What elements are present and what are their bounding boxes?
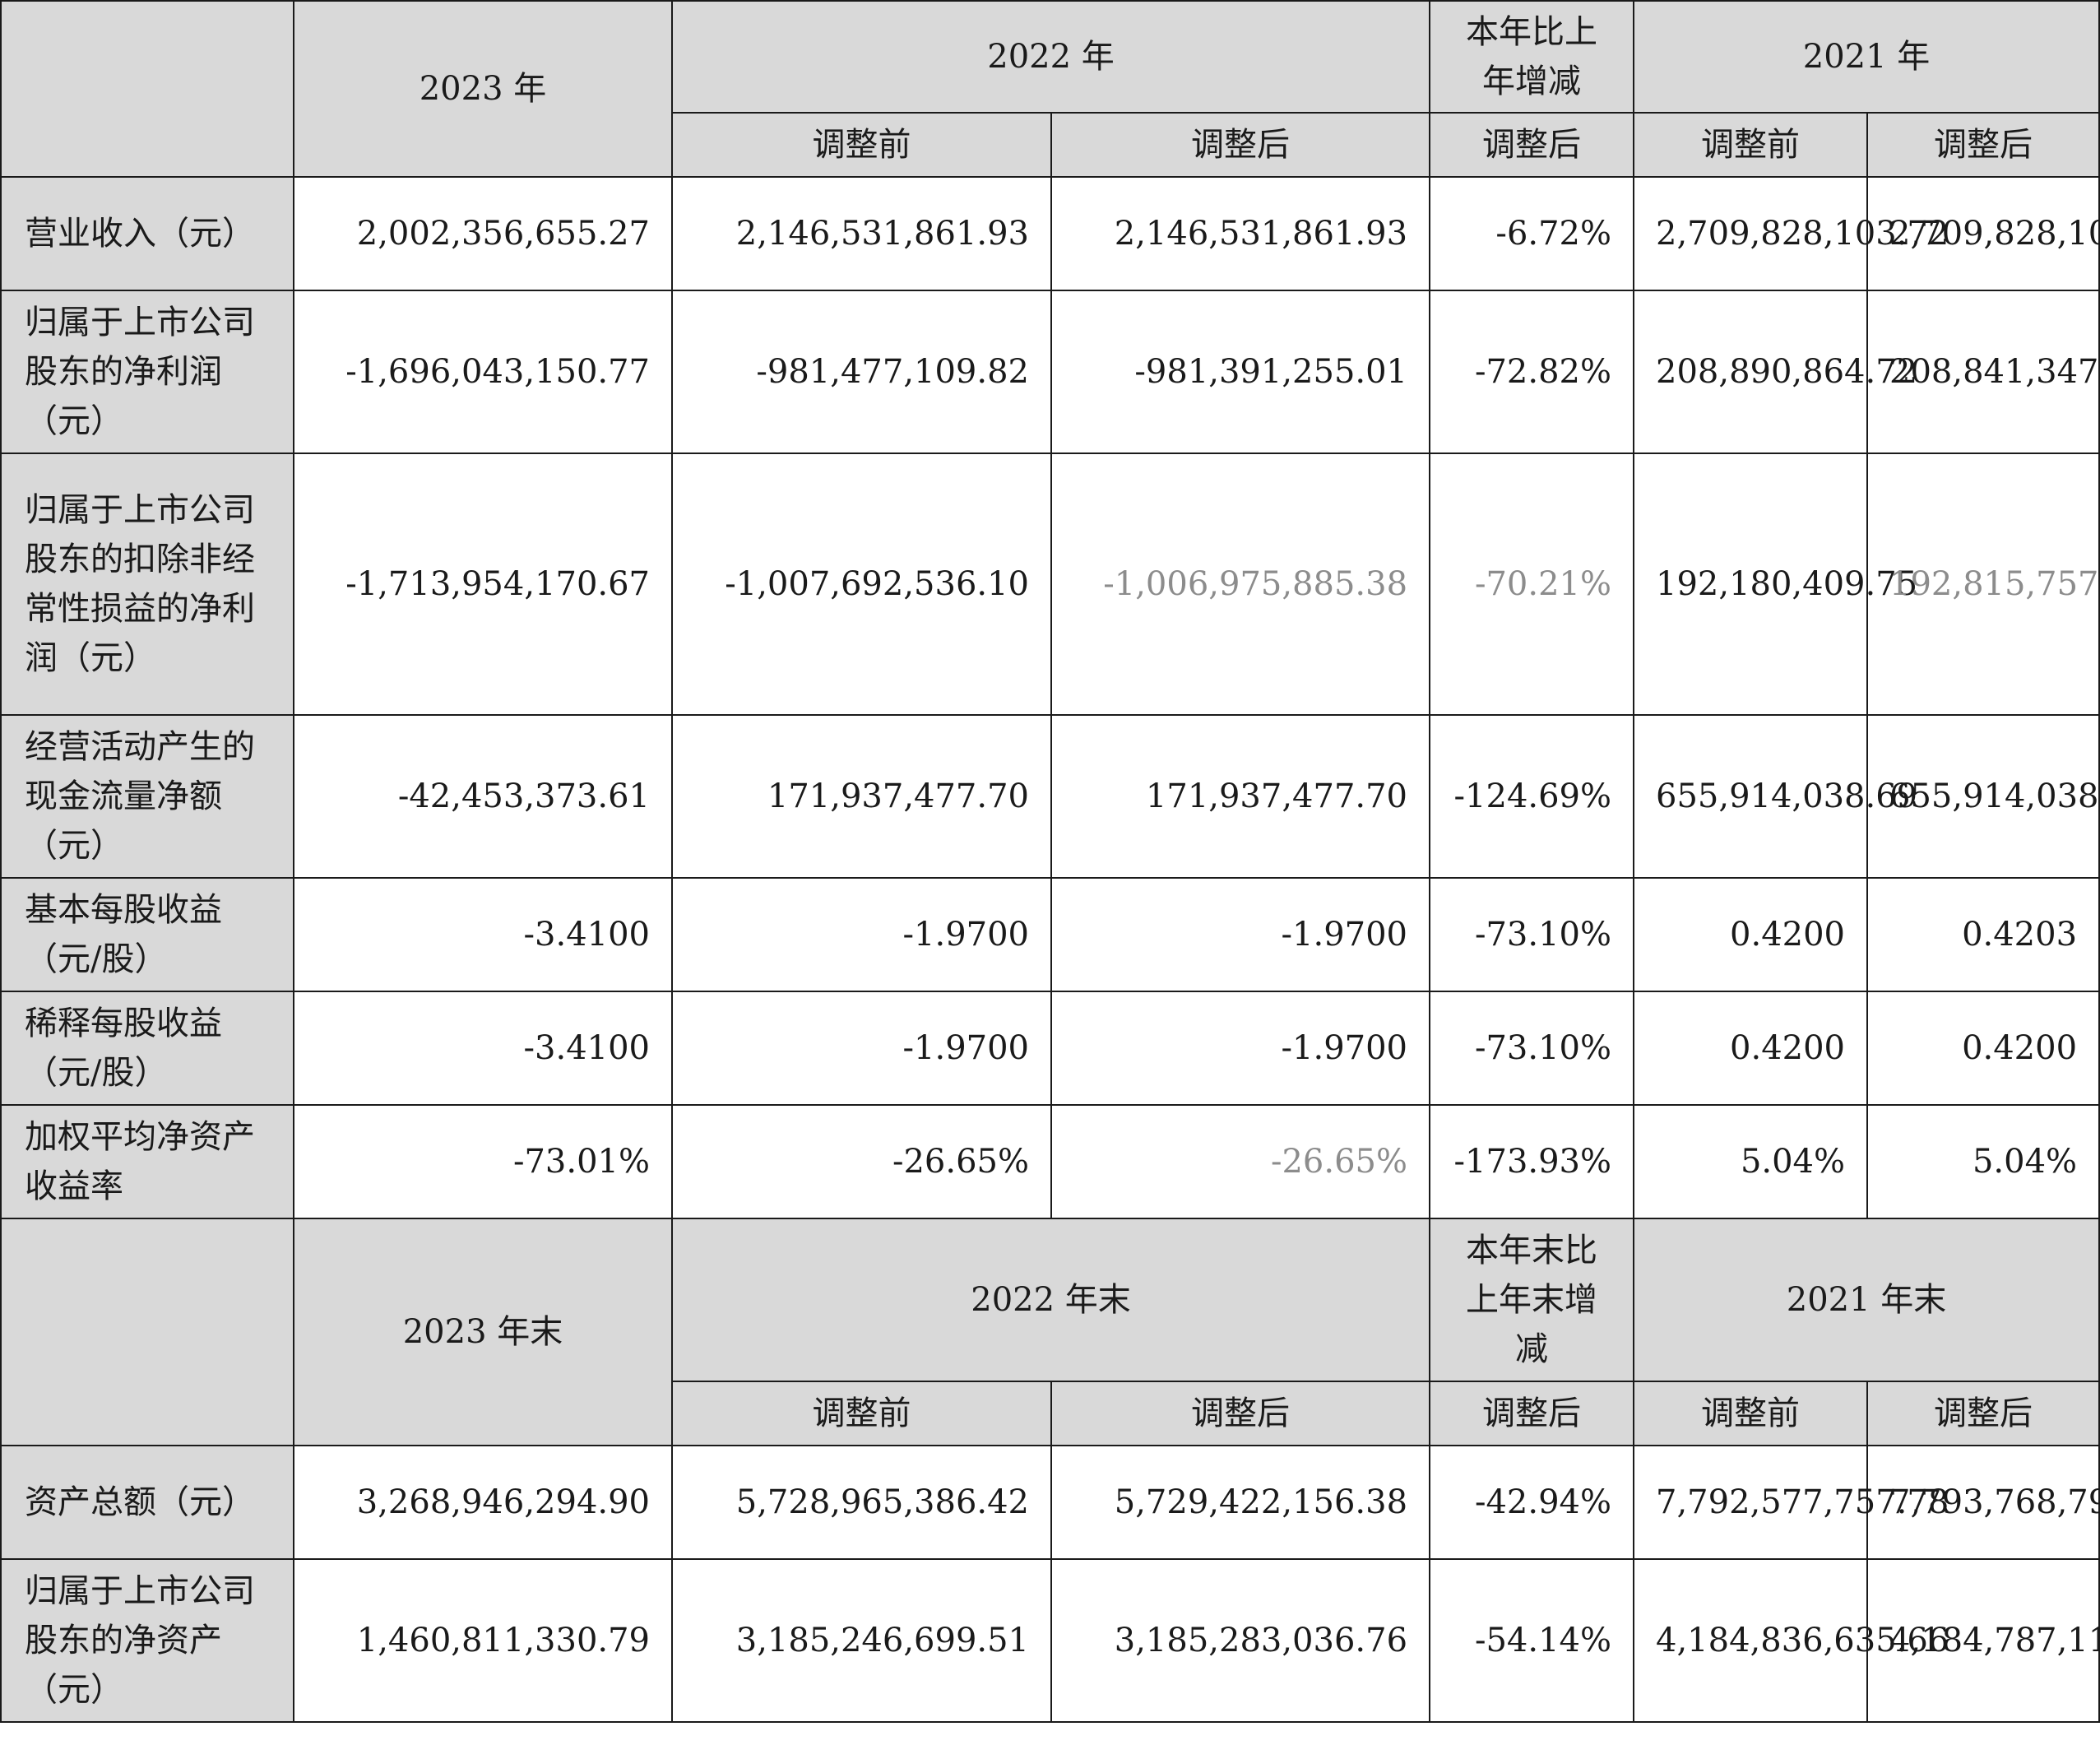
value-2021-after: 0.4200 bbox=[1866, 991, 2100, 1106]
value-2023: 2,002,356,655.27 bbox=[293, 176, 673, 291]
financial-summary-table: 2023 年 2022 年 本年比上年增减 2021 年 调整前 调整后 调整后… bbox=[0, 0, 2100, 1723]
subheader-row: 调整前 调整后 调整后 调整前 调整后 bbox=[1, 112, 2100, 178]
header-2021: 2021 年 bbox=[1633, 0, 2100, 114]
table-row: 归属于上市公司股东的扣除非经常性损益的净利润（元） -1,713,954,170… bbox=[0, 453, 2100, 716]
value-change: -124.69% bbox=[1429, 714, 1635, 879]
table-row: 基本每股收益（元/股） -3.4100 -1.9700 -1.9700 -73.… bbox=[0, 877, 2100, 992]
value-change: -6.72% bbox=[1429, 176, 1635, 291]
subheader-row: 调整前 调整后 调整后 调整前 调整后 bbox=[1, 1381, 2100, 1446]
table-row: 稀释每股收益（元/股） -3.4100 -1.9700 -1.9700 -73.… bbox=[0, 991, 2100, 1106]
value-2021-after: 208,841,347.16 bbox=[1866, 290, 2100, 454]
row-label: 归属于上市公司股东的扣除非经常性损益的净利润（元） bbox=[0, 453, 294, 716]
header-row: 2023 年末 2022 年末 本年末比上年末增减 2021 年末 bbox=[0, 1218, 2100, 1446]
header-2021-end: 2021 年末 bbox=[1633, 1218, 2100, 1382]
value-2022-before: 3,185,246,699.51 bbox=[671, 1558, 1052, 1723]
value-2022-after: 5,729,422,156.38 bbox=[1050, 1445, 1431, 1560]
value-2021-after: 192,815,757.27 bbox=[1866, 453, 2100, 716]
subheader-2022-before: 调整前 bbox=[671, 112, 1052, 178]
subheader-2021-after: 调整后 bbox=[1866, 1381, 2100, 1446]
value-change: -42.94% bbox=[1429, 1445, 1635, 1560]
row-label: 基本每股收益（元/股） bbox=[0, 877, 294, 992]
table-row: 资产总额（元） 3,268,946,294.90 5,728,965,386.4… bbox=[0, 1445, 2100, 1560]
table-row: 经营活动产生的现金流量净额（元） -42,453,373.61 171,937,… bbox=[0, 714, 2100, 879]
value-2023: -3.4100 bbox=[293, 877, 673, 992]
value-2021-before: 0.4200 bbox=[1633, 991, 1869, 1106]
value-2022-after: -1.9700 bbox=[1050, 991, 1431, 1106]
value-change: -70.21% bbox=[1429, 453, 1635, 716]
value-2022-before: -1.9700 bbox=[671, 991, 1052, 1106]
table-row: 营业收入（元） 2,002,356,655.27 2,146,531,861.9… bbox=[0, 176, 2100, 291]
row-label: 经营活动产生的现金流量净额（元） bbox=[0, 714, 294, 879]
subheader-2021-before: 调整前 bbox=[1633, 112, 1869, 178]
subheader-2022-after: 调整后 bbox=[1050, 1381, 1431, 1446]
subheader-change-after: 调整后 bbox=[1429, 112, 1635, 178]
value-2022-before: -981,477,109.82 bbox=[671, 290, 1052, 454]
value-2021-after: 655,914,038.69 bbox=[1866, 714, 2100, 879]
value-2021-before: 7,792,577,757.78 bbox=[1633, 1445, 1949, 1560]
value-2021-after: 7,793,768,793.45 bbox=[1866, 1445, 2100, 1560]
value-2023: -73.01% bbox=[293, 1104, 673, 1219]
row-label: 归属于上市公司股东的净资产（元） bbox=[0, 1558, 294, 1723]
value-2023: -1,713,954,170.67 bbox=[293, 453, 673, 716]
subheader-2021-before: 调整前 bbox=[1633, 1381, 1869, 1446]
value-change: -173.93% bbox=[1429, 1104, 1635, 1219]
value-2022-before: 2,146,531,861.93 bbox=[671, 176, 1052, 291]
row-label: 归属于上市公司股东的净利润（元） bbox=[0, 290, 294, 454]
value-2021-after: 0.4203 bbox=[1866, 877, 2100, 992]
table-row: 加权平均净资产收益率 -73.01% -26.65% -26.65% -173.… bbox=[0, 1104, 2100, 1219]
table-row: 归属于上市公司股东的净利润（元） -1,696,043,150.77 -981,… bbox=[0, 290, 2100, 454]
header-2022: 2022 年 bbox=[670, 0, 1431, 114]
value-2022-after: -26.65% bbox=[1050, 1104, 1431, 1219]
header-corner bbox=[0, 1218, 294, 1446]
header-2023: 2023 年 bbox=[293, 0, 673, 178]
value-2023: 3,268,946,294.90 bbox=[293, 1445, 673, 1560]
value-change: -73.10% bbox=[1429, 991, 1635, 1106]
value-2022-before: -1.9700 bbox=[671, 877, 1052, 992]
value-2021-before: 208,890,864.72 bbox=[1633, 290, 1917, 454]
value-2021-after: 4,184,787,118.10 bbox=[1866, 1558, 2100, 1723]
value-change: -54.14% bbox=[1429, 1558, 1635, 1723]
value-2022-before: -1,007,692,536.10 bbox=[671, 453, 1052, 716]
value-2021-before: 192,180,409.75 bbox=[1633, 453, 1917, 716]
value-2022-before: 5,728,965,386.42 bbox=[671, 1445, 1052, 1560]
value-2022-before: 171,937,477.70 bbox=[671, 714, 1052, 879]
row-label: 资产总额（元） bbox=[0, 1445, 294, 1560]
value-2021-before: 5.04% bbox=[1633, 1104, 1869, 1219]
value-2022-after: 3,185,283,036.76 bbox=[1050, 1558, 1431, 1723]
value-2022-after: 2,146,531,861.93 bbox=[1050, 176, 1431, 291]
value-2021-before: 2,709,828,103.72 bbox=[1633, 176, 1949, 291]
value-change: -72.82% bbox=[1429, 290, 1635, 454]
value-2021-after: 5.04% bbox=[1866, 1104, 2100, 1219]
header-row: 2023 年 2022 年 本年比上年增减 2021 年 bbox=[0, 0, 2100, 178]
header-corner bbox=[0, 0, 294, 178]
header-2023-end: 2023 年末 bbox=[293, 1218, 673, 1446]
table-row: 归属于上市公司股东的净资产（元） 1,460,811,330.79 3,185,… bbox=[0, 1558, 2100, 1723]
row-label: 加权平均净资产收益率 bbox=[0, 1104, 294, 1219]
value-2022-after: -981,391,255.01 bbox=[1050, 290, 1431, 454]
row-label: 稀释每股收益（元/股） bbox=[0, 991, 294, 1106]
value-2022-after: -1,006,975,885.38 bbox=[1050, 453, 1431, 716]
header-change: 本年比上年增减 bbox=[1429, 0, 1635, 114]
header-2022-end: 2022 年末 bbox=[670, 1218, 1431, 1382]
value-2023: -42,453,373.61 bbox=[293, 714, 673, 879]
value-2021-after: 2,709,828,103.72 bbox=[1866, 176, 2100, 291]
value-2023: -3.4100 bbox=[293, 991, 673, 1106]
value-2022-after: 171,937,477.70 bbox=[1050, 714, 1431, 879]
subheader-2022-after: 调整后 bbox=[1050, 112, 1431, 178]
value-2021-before: 0.4200 bbox=[1633, 877, 1869, 992]
value-change: -73.10% bbox=[1429, 877, 1635, 992]
header-change-end: 本年末比上年末增减 bbox=[1429, 1218, 1635, 1382]
subheader-change-after: 调整后 bbox=[1429, 1381, 1635, 1446]
row-label: 营业收入（元） bbox=[0, 176, 294, 291]
subheader-2022-before: 调整前 bbox=[671, 1381, 1052, 1446]
value-2021-before: 4,184,836,635.66 bbox=[1633, 1558, 1949, 1723]
value-2023: 1,460,811,330.79 bbox=[293, 1558, 673, 1723]
value-2022-before: -26.65% bbox=[671, 1104, 1052, 1219]
subheader-2021-after: 调整后 bbox=[1866, 112, 2100, 178]
value-2021-before: 655,914,038.69 bbox=[1633, 714, 1917, 879]
value-2023: -1,696,043,150.77 bbox=[293, 290, 673, 454]
value-2022-after: -1.9700 bbox=[1050, 877, 1431, 992]
